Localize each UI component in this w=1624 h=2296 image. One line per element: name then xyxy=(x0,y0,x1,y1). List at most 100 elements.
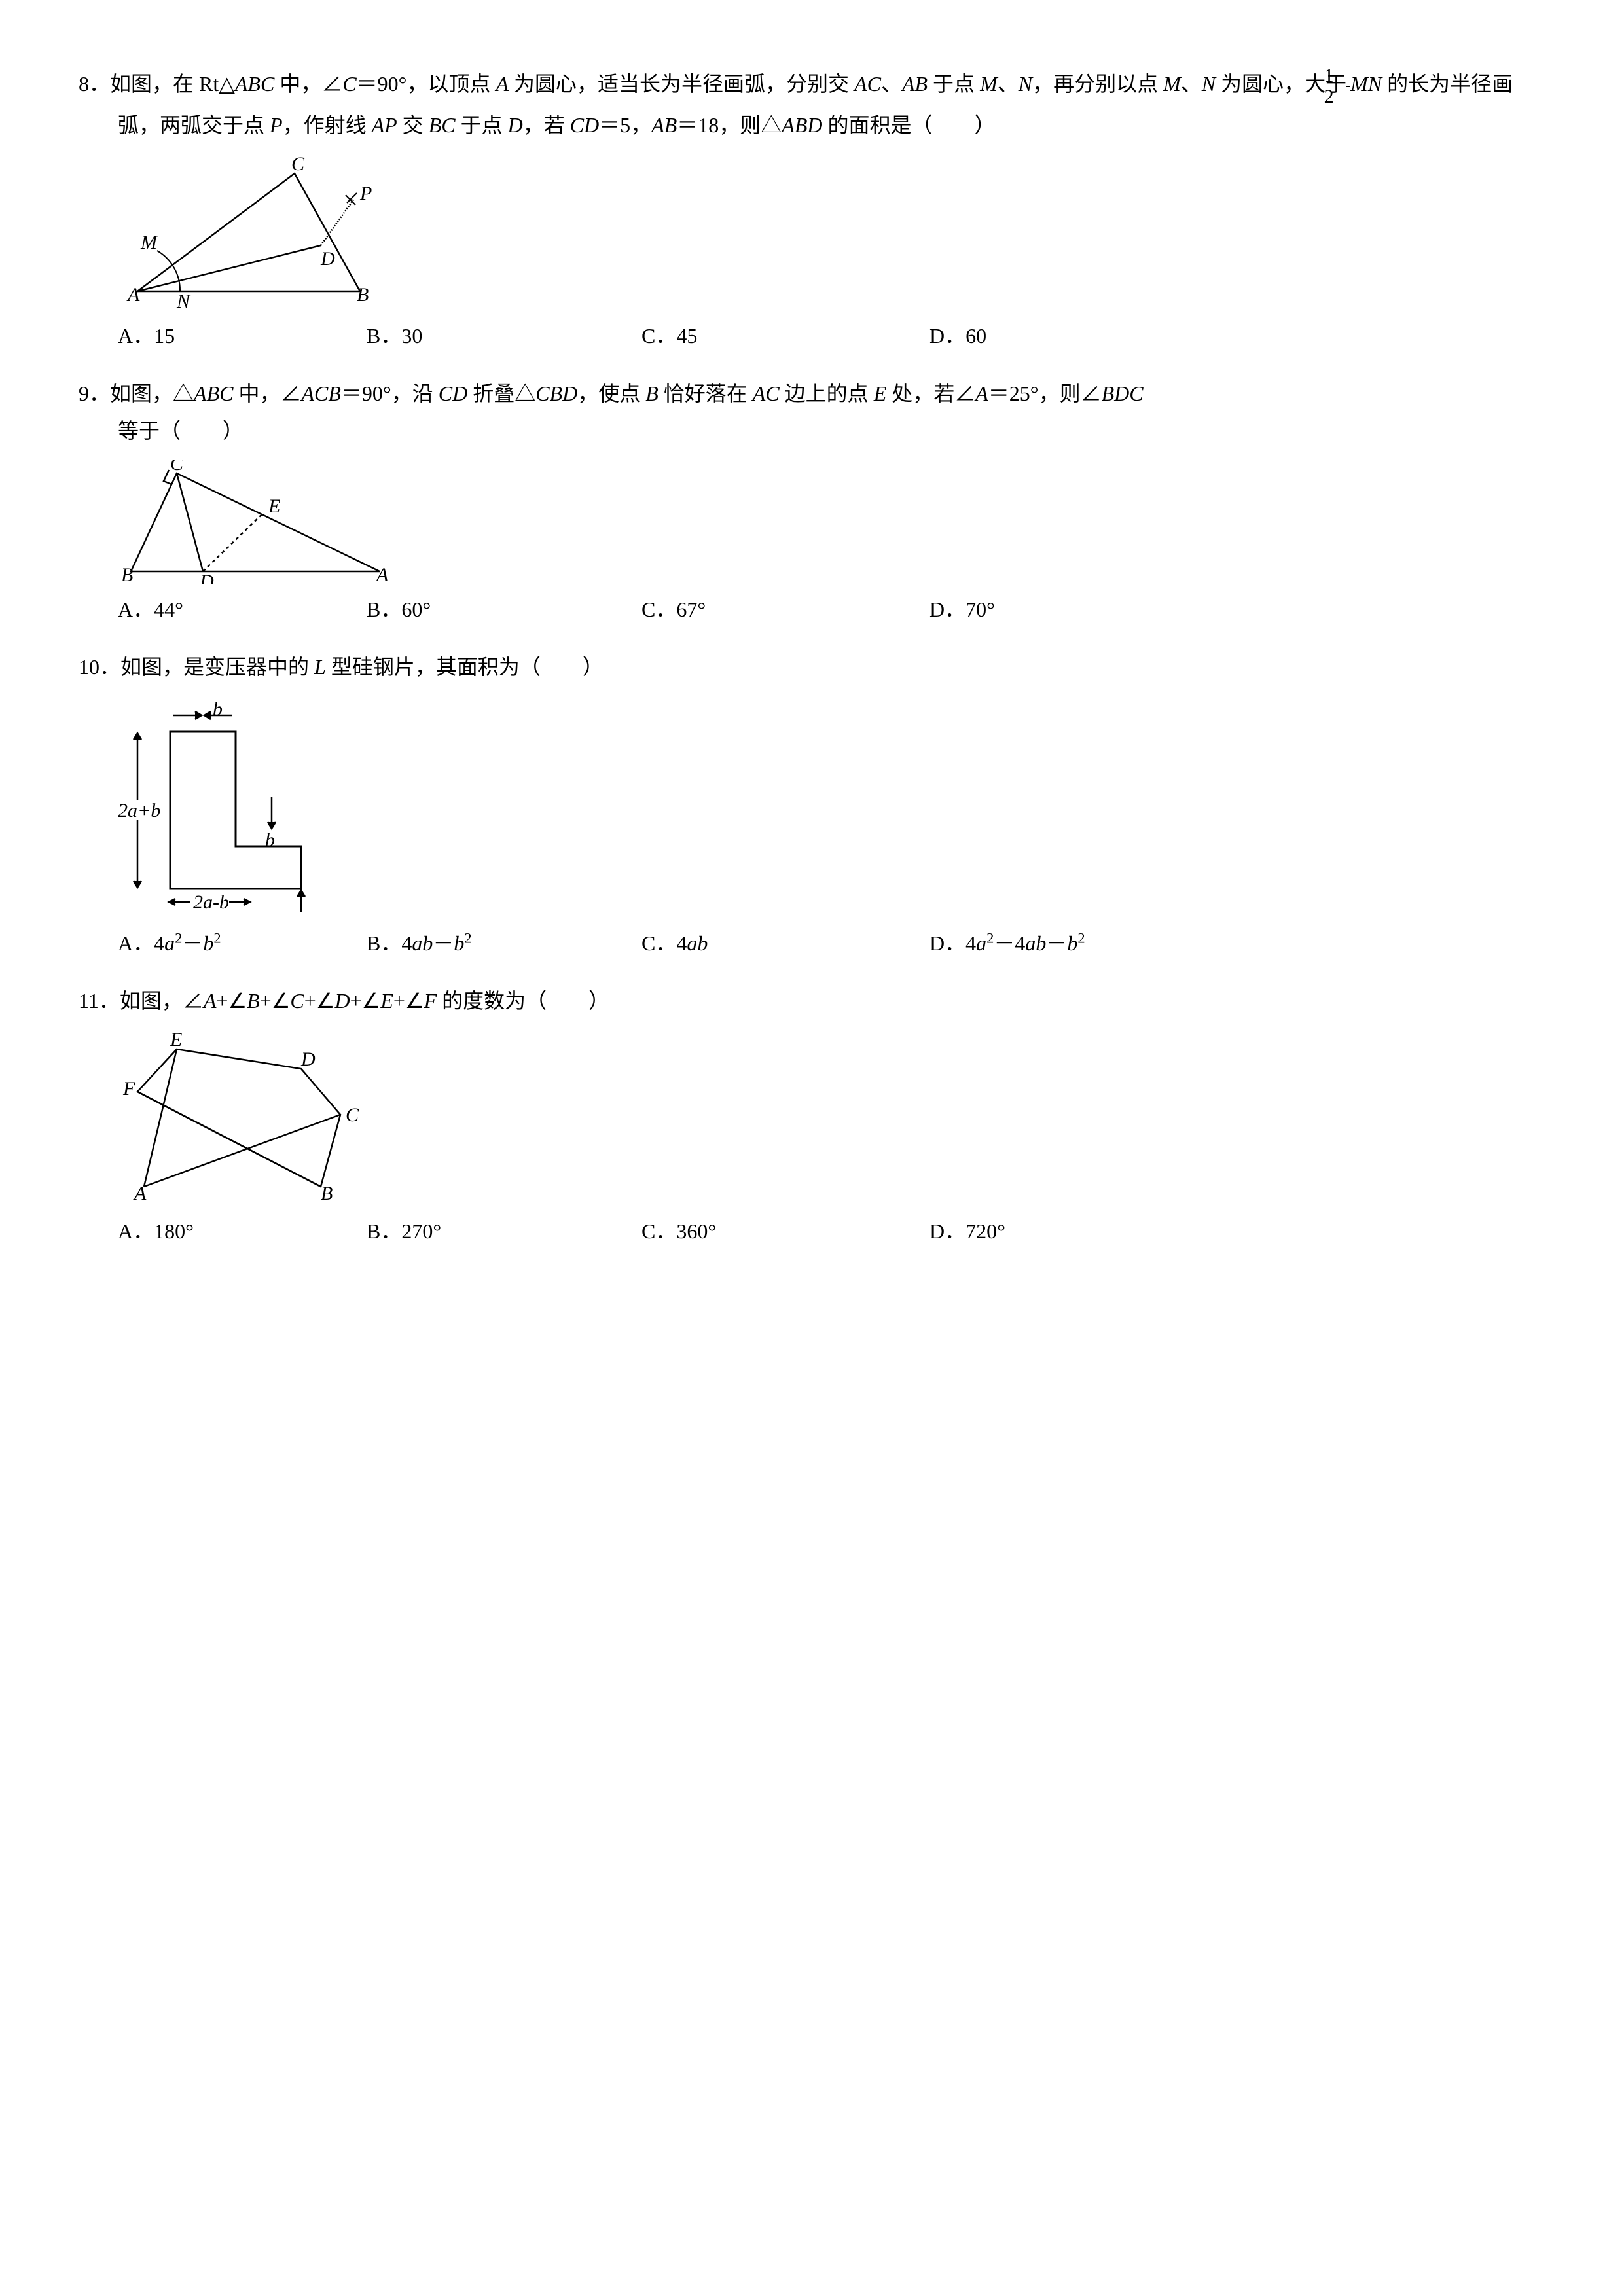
q9-figure: B A C D E xyxy=(118,460,1545,584)
q9-t9: ＝25°，则∠ xyxy=(988,382,1102,405)
q11-t4: +∠ xyxy=(304,989,335,1013)
q10-lbl-tamb: 2a-b xyxy=(193,891,229,913)
q10-optC: C．4ab xyxy=(641,925,929,963)
q8-lblC: C xyxy=(291,154,305,175)
q9-bdc: BDC xyxy=(1102,382,1144,405)
q8-t5: 于点 xyxy=(928,72,980,96)
q8-num: 8． xyxy=(79,72,110,96)
q8-ap: AP xyxy=(372,113,397,137)
q11-lblF: F xyxy=(122,1078,135,1100)
q10-num: 10． xyxy=(79,655,120,679)
q11-options: A．180° B．270° C．360° D．720° xyxy=(79,1213,1545,1251)
q8-ac: AC xyxy=(854,72,881,96)
q9-e: E xyxy=(874,382,887,405)
q9-t8: 处，若∠ xyxy=(886,382,975,405)
question-10: 10．如图，是变压器中的 L 型硅钢片，其面积为（ ） b 2a+b b 2a- xyxy=(79,649,1545,963)
q8-abd: ABD xyxy=(782,113,822,137)
q11-lblE: E xyxy=(170,1030,182,1050)
q8-lblA: A xyxy=(126,284,140,306)
q8-t2: ＝90°，以顶点 xyxy=(357,72,496,96)
q8-options: A．15 B．30 C．45 D．60 xyxy=(79,317,1545,355)
q10-figure: b 2a+b b 2a-b xyxy=(118,696,1545,918)
q8-text: 8．如图，在 Rt△ABC 中，∠C＝90°，以顶点 A 为圆心，适当长为半径画… xyxy=(79,65,1545,144)
q8-lblN: N xyxy=(176,291,191,311)
q8-cd: CD xyxy=(570,113,599,137)
q10-options: A．4a2－b2 B．4ab－b2 C．4ab D．4a2－4ab－b2 xyxy=(79,925,1545,963)
q9-t6: 恰好落在 xyxy=(659,382,753,405)
q8-ab: AB xyxy=(902,72,928,96)
q11-t2: +∠ xyxy=(216,989,247,1013)
q8-m2: M xyxy=(1163,72,1181,96)
q9-text: 9．如图，△ABC 中，∠ACB＝90°，沿 CD 折叠△CBD，使点 B 恰好… xyxy=(79,375,1545,450)
question-11: 11．如图，∠A+∠B+∠C+∠D+∠E+∠F 的度数为（ ） A B C D … xyxy=(79,982,1545,1251)
q8-d: D xyxy=(508,113,523,137)
q8-optC: C．45 xyxy=(641,317,929,355)
q8-mn: MN xyxy=(1350,72,1382,96)
q10-t1: 如图，是变压器中的 xyxy=(120,655,314,679)
q11-lblB: B xyxy=(321,1183,333,1204)
q8-t8: 、 xyxy=(1181,72,1202,96)
q9-t5: ，使点 xyxy=(577,382,645,405)
q10-text: 10．如图，是变压器中的 L 型硅钢片，其面积为（ ） xyxy=(79,649,1545,687)
q8-ab2: AB xyxy=(651,113,677,137)
q11-c: C xyxy=(290,989,304,1013)
q11-t1: 如图，∠ xyxy=(120,989,204,1013)
q8-bc: BC xyxy=(429,113,456,137)
question-8: 8．如图，在 Rt△ABC 中，∠C＝90°，以顶点 A 为圆心，适当长为半径画… xyxy=(79,65,1545,355)
q9-b: B xyxy=(645,382,659,405)
q9-abc: ABC xyxy=(194,382,233,405)
q8-lblP: P xyxy=(359,183,372,204)
q9-optD: D．70° xyxy=(929,591,1008,629)
q10-lbl-b2: b xyxy=(265,829,275,851)
q8-t7: ，再分别以点 xyxy=(1032,72,1163,96)
q8-abc: ABC xyxy=(235,72,274,96)
q9-lblA: A xyxy=(375,564,389,584)
q9-ac: AC xyxy=(753,382,780,405)
q9-t3: ＝90°，沿 xyxy=(341,382,439,405)
q8-t1: 中，∠ xyxy=(274,72,342,96)
q8-optB: B．30 xyxy=(367,317,641,355)
q9-cd: CD xyxy=(439,382,467,405)
q9-t1: 如图，△ xyxy=(110,382,194,405)
q11-t5: +∠ xyxy=(350,989,381,1013)
q9-optA: A．44° xyxy=(118,591,367,629)
q11-e: E xyxy=(380,989,393,1013)
q8-t15: ＝5， xyxy=(599,113,651,137)
q9-lblD: D xyxy=(199,571,214,584)
q8-t14: ，若 xyxy=(523,113,570,137)
q9-acb: ACB xyxy=(301,382,340,405)
q8-figure: A B C D M N P xyxy=(118,154,1545,311)
q11-b: B xyxy=(247,989,260,1013)
q11-num: 11． xyxy=(79,989,120,1013)
q9-num: 9． xyxy=(79,382,110,405)
q8-t17: 的面积是（ ） xyxy=(823,113,996,137)
q9-cbd: CBD xyxy=(535,382,577,405)
q8-optA: A．15 xyxy=(118,317,367,355)
q9-lblE: E xyxy=(268,495,280,517)
q11-a: A xyxy=(204,989,217,1013)
q9-optC: C．67° xyxy=(641,591,929,629)
q9-options: A．44° B．60° C．67° D．70° xyxy=(79,591,1545,629)
q10-l: L xyxy=(314,655,326,679)
q9-lblB: B xyxy=(121,564,133,584)
q9-a: A xyxy=(975,382,988,405)
q11-lblC: C xyxy=(346,1104,359,1126)
q8-t16: ＝18，则△ xyxy=(677,113,782,137)
q8-n2: N xyxy=(1202,72,1216,96)
q8-optD: D．60 xyxy=(929,317,1000,355)
question-9: 9．如图，△ABC 中，∠ACB＝90°，沿 CD 折叠△CBD，使点 B 恰好… xyxy=(79,375,1545,629)
q11-text: 11．如图，∠A+∠B+∠C+∠D+∠E+∠F 的度数为（ ） xyxy=(79,982,1545,1020)
q9-t2: 中，∠ xyxy=(233,382,301,405)
q9-t4: 折叠△ xyxy=(467,382,535,405)
q9-t7: 边上的点 xyxy=(780,382,874,405)
q9-optB: B．60° xyxy=(367,591,641,629)
q9-lblC: C xyxy=(170,460,184,475)
q9-t10: 等于（ ） xyxy=(118,419,244,442)
q8-m: M xyxy=(980,72,998,96)
q11-lblD: D xyxy=(300,1049,316,1070)
q11-figure: A B C D E F xyxy=(118,1030,1545,1206)
q11-t6: +∠ xyxy=(393,989,424,1013)
q10-optD: D．4a2－4ab－b2 xyxy=(929,925,1098,963)
q10-optB: B．4ab－b2 xyxy=(367,925,641,963)
q8-t13: 于点 xyxy=(456,113,508,137)
